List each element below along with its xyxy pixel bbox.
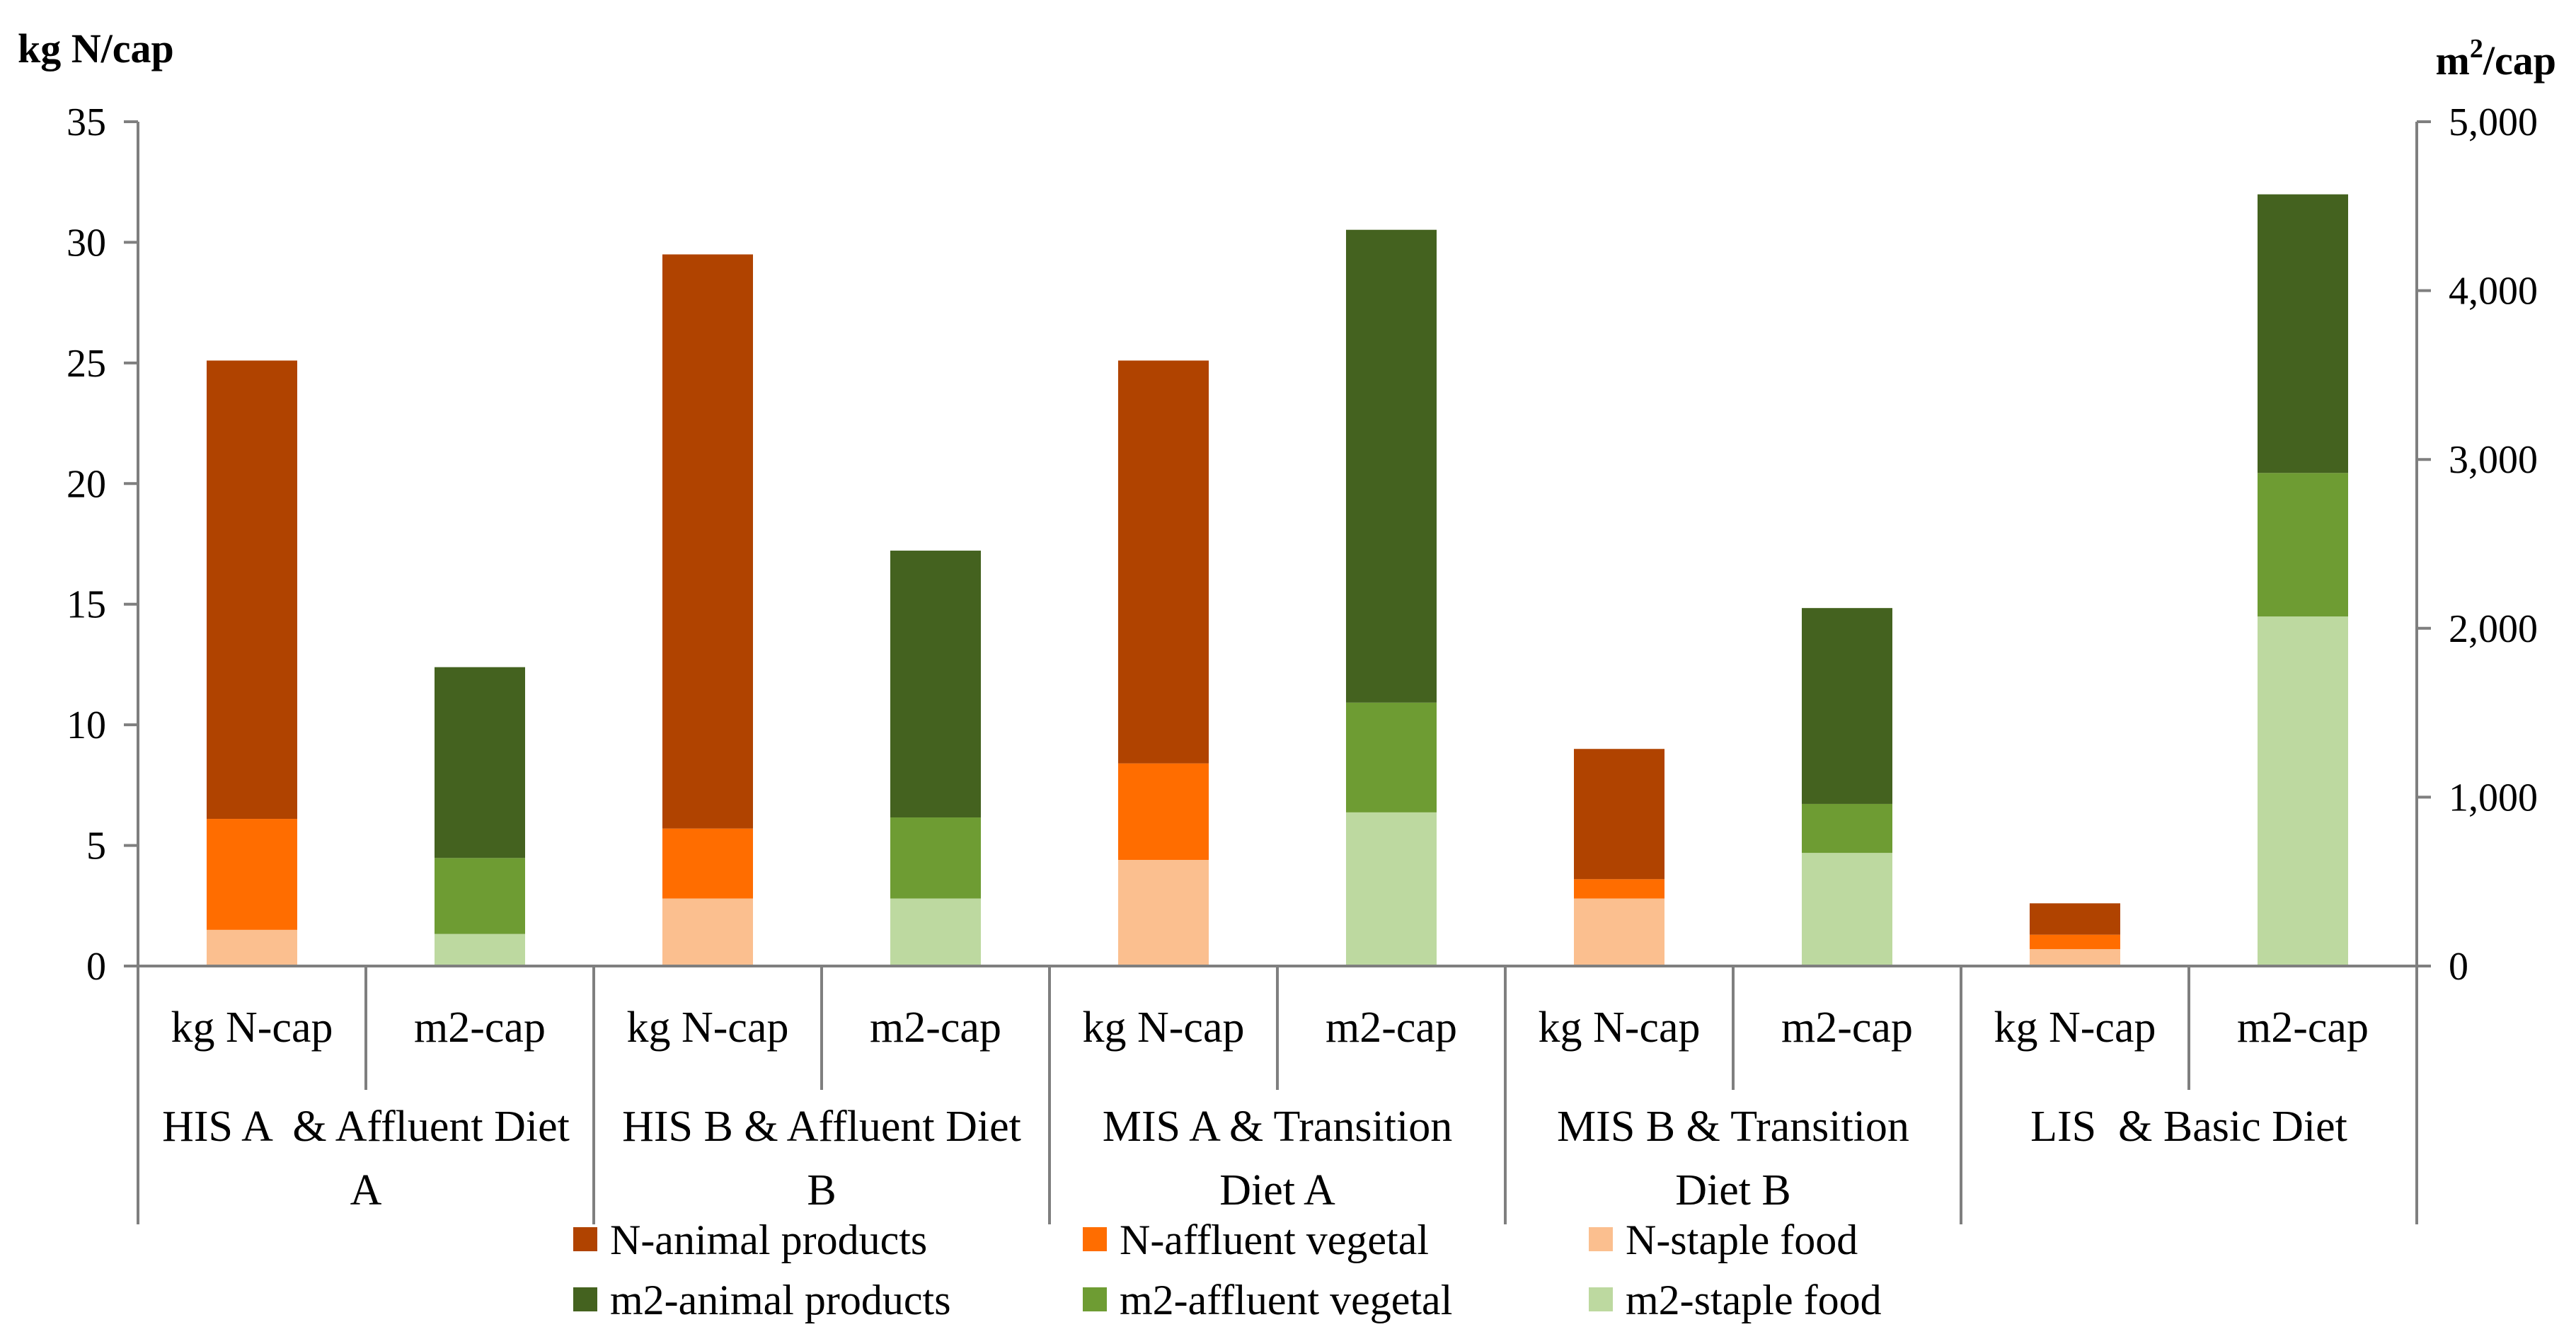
left-tick-label: 35	[67, 100, 106, 144]
bar-m2-staple-food-group-3	[1346, 812, 1437, 966]
bar-m2-affluent-vegetal-group-4	[1802, 803, 1892, 854]
sub-category-label: kg N-cap	[1994, 1004, 2156, 1052]
legend: N-animal products N-affluent vegetal N-sta…	[573, 1217, 1882, 1323]
sub-category-label: m2-cap	[1326, 1004, 1457, 1052]
bar-n-staple-food-group-5	[2030, 949, 2120, 966]
legend-swatch	[1083, 1227, 1107, 1251]
right-tick-label: 3,000	[2449, 438, 2538, 482]
sub-category-label: m2-cap	[1781, 1004, 1913, 1052]
bar-m2-animal-products-group-2	[890, 551, 981, 818]
bar-m2-staple-food-group-2	[890, 898, 981, 966]
sub-category-label: kg N-cap	[1539, 1004, 1701, 1052]
legend-label: m2-staple food	[1626, 1277, 1882, 1323]
right-tick-label: 5,000	[2449, 100, 2538, 144]
bar-n-animal-products-group-3	[1118, 360, 1209, 764]
left-tick-label: 25	[67, 342, 106, 386]
right-tick-label: 4,000	[2449, 270, 2538, 314]
group-label: Diet A	[1219, 1166, 1335, 1214]
legend-label: m2-animal products	[610, 1277, 951, 1323]
group-label: LIS & Basic Diet	[2030, 1103, 2347, 1151]
bar-m2-staple-food-group-5	[2258, 616, 2348, 966]
group-label: HIS B & Affluent Diet	[622, 1103, 1021, 1151]
right-tick-label: 1,000	[2449, 776, 2538, 820]
legend-label: N-staple food	[1626, 1217, 1858, 1263]
bar-m2-animal-products-group-4	[1802, 608, 1892, 804]
bar-m2-affluent-vegetal-group-1	[435, 858, 525, 934]
bar-m2-affluent-vegetal-group-5	[2258, 473, 2348, 617]
group-label: MIS B & Transition	[1557, 1103, 1909, 1151]
bar-n-staple-food-group-3	[1118, 860, 1209, 966]
bar-m2-affluent-vegetal-group-2	[890, 817, 981, 899]
bar-m2-staple-food-group-1	[435, 933, 525, 966]
left-tick-label: 30	[67, 221, 106, 265]
left-tick-label: 5	[86, 824, 106, 868]
left-tick-label: 20	[67, 462, 106, 506]
left-tick-label: 15	[67, 583, 106, 627]
right-tick-label: 2,000	[2449, 607, 2538, 651]
sub-category-label: kg N-cap	[171, 1004, 333, 1052]
sub-category-label: m2-cap	[414, 1004, 546, 1052]
sub-category-label: kg N-cap	[1083, 1004, 1245, 1052]
bar-n-staple-food-group-1	[207, 929, 297, 966]
bar-m2-staple-food-group-4	[1802, 853, 1892, 966]
group-label: HIS A & Affluent Diet	[162, 1103, 570, 1151]
bar-n-affluent-vegetal-group-5	[2030, 934, 2120, 950]
bar-n-animal-products-group-4	[1574, 749, 1664, 880]
left-tick-label: 10	[67, 703, 106, 747]
group-label: MIS A & Transition	[1103, 1103, 1452, 1151]
bar-n-animal-products-group-2	[662, 254, 753, 829]
legend-swatch	[1589, 1287, 1613, 1311]
group-label: Diet B	[1675, 1166, 1791, 1214]
bar-n-animal-products-group-5	[2030, 903, 2120, 935]
bar-n-staple-food-group-2	[662, 898, 753, 966]
bar-m2-affluent-vegetal-group-3	[1346, 702, 1437, 812]
legend-swatch	[573, 1287, 597, 1311]
bars-layer	[207, 194, 2348, 966]
bar-n-affluent-vegetal-group-2	[662, 828, 753, 899]
legend-swatch	[573, 1227, 597, 1251]
axes-layer	[124, 120, 2431, 1224]
bar-n-staple-food-group-4	[1574, 898, 1664, 966]
sub-category-label: m2-cap	[2237, 1004, 2369, 1052]
group-label: A	[350, 1166, 382, 1214]
legend-label: m2-affluent vegetal	[1120, 1277, 1452, 1323]
right-axis-title: m2/cap	[2436, 34, 2556, 84]
left-axis-title: kg N/cap	[18, 25, 174, 71]
bar-n-animal-products-group-1	[207, 360, 297, 820]
right-tick-label: 0	[2449, 945, 2468, 989]
bar-m2-animal-products-group-3	[1346, 229, 1437, 703]
bar-n-affluent-vegetal-group-4	[1574, 879, 1664, 899]
left-tick-label: 0	[86, 945, 106, 989]
group-label: B	[807, 1166, 836, 1214]
legend-label: N-animal products	[610, 1217, 927, 1263]
bar-m2-animal-products-group-5	[2258, 194, 2348, 473]
bar-n-affluent-vegetal-group-3	[1118, 763, 1209, 861]
legend-swatch	[1083, 1287, 1107, 1311]
legend-label: N-affluent vegetal	[1120, 1217, 1429, 1263]
legend-swatch	[1589, 1227, 1613, 1251]
text-layer: 0 5 10 15 20 25 30 35 0 1,000 2,000 3,000 4,000 5,000…	[18, 25, 2556, 1214]
sub-category-label: kg N-cap	[627, 1004, 789, 1052]
bar-n-affluent-vegetal-group-1	[207, 819, 297, 930]
bar-m2-animal-products-group-1	[435, 667, 525, 858]
sub-category-label: m2-cap	[870, 1004, 1001, 1052]
